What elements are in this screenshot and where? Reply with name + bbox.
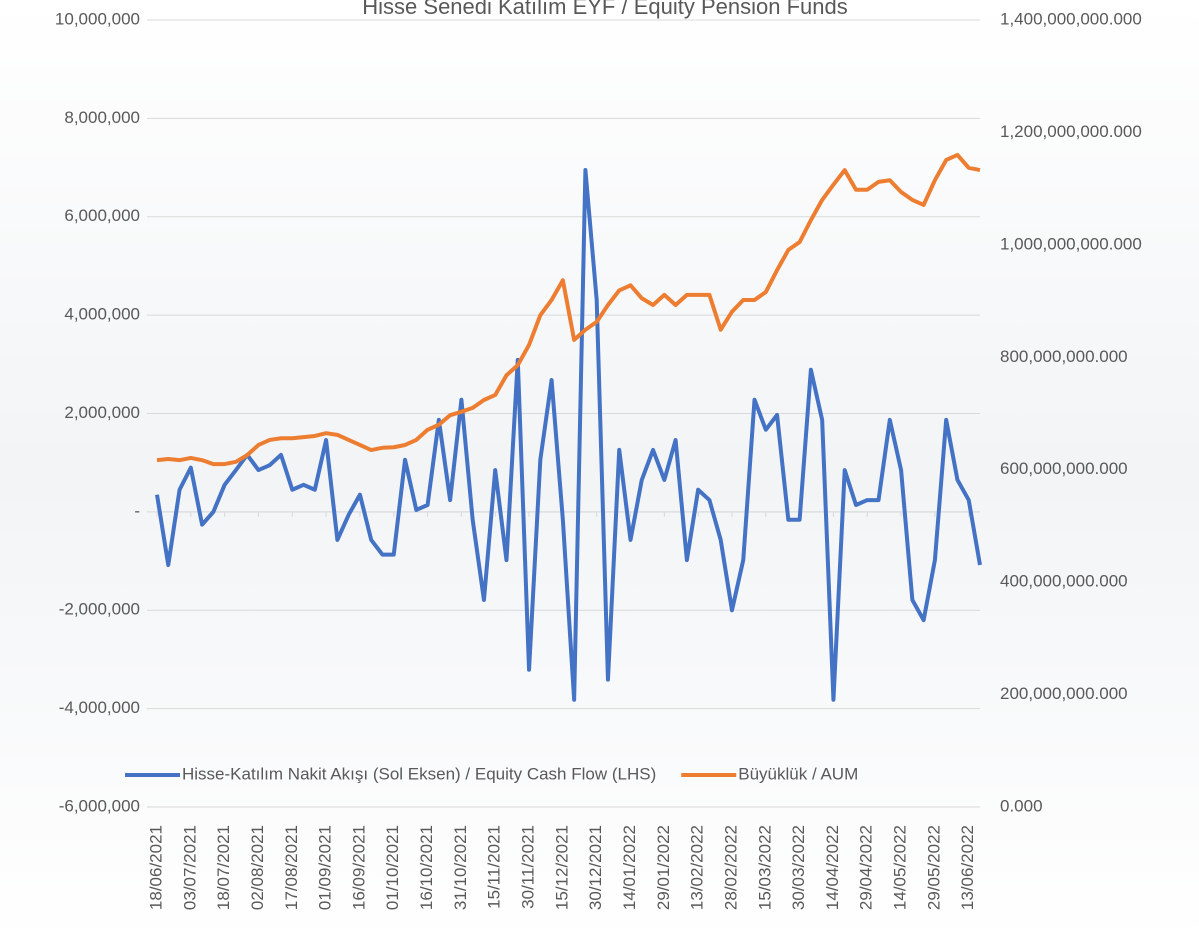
x-tick-label: 29/05/2022 [924, 825, 943, 910]
y-tick-label: - [134, 501, 140, 520]
y-tick-label: 2,000,000 [64, 403, 140, 422]
x-tick-label: 14/05/2022 [891, 825, 910, 910]
x-tick-label: 14/04/2022 [823, 825, 842, 910]
y2-tick-label: 800,000,000.000 [1000, 347, 1128, 366]
y-tick-label: 10,000,000 [55, 9, 140, 28]
chart-title: Hisse Senedi Katılım EYF / Equity Pensio… [362, 0, 847, 19]
y2-tick-label: 200,000,000.000 [1000, 684, 1128, 703]
x-tick-label: 13/06/2022 [958, 825, 977, 910]
x-tick-label: 28/02/2022 [721, 825, 740, 910]
x-tick-label: 13/02/2022 [688, 825, 707, 910]
y2-tick-label: 1,200,000,000.000 [1000, 122, 1142, 141]
y-tick-label: 4,000,000 [64, 305, 140, 324]
y2-tick-label: 1,000,000,000.000 [1000, 234, 1142, 253]
x-tick-label: 17/08/2021 [282, 825, 301, 910]
y-tick-label: 6,000,000 [64, 206, 140, 225]
x-tick-label: 18/07/2021 [214, 825, 233, 910]
x-tick-label: 14/01/2022 [620, 825, 639, 910]
x-tick-label: 31/10/2021 [451, 825, 470, 910]
x-tick-label: 16/10/2021 [417, 825, 436, 910]
y-tick-label: -4,000,000 [59, 698, 140, 717]
y2-tick-label: 1,400,000,000.000 [1000, 9, 1142, 28]
x-tick-label: 15/03/2022 [755, 825, 774, 910]
x-tick-label: 01/10/2021 [383, 825, 402, 910]
x-tick-label: 15/11/2021 [485, 825, 504, 909]
x-tick-label: 18/06/2021 [146, 825, 165, 910]
x-tick-label: 30/12/2021 [586, 825, 605, 910]
x-tick-label: 02/08/2021 [248, 825, 267, 910]
x-tick-label: 30/03/2022 [789, 825, 808, 910]
x-tick-label: 03/07/2021 [180, 825, 199, 910]
x-tick-label: 29/01/2022 [654, 825, 673, 910]
legend-label: Büyüklük / AUM [738, 764, 858, 783]
y2-tick-label: 400,000,000.000 [1000, 572, 1128, 591]
y-tick-label: 8,000,000 [64, 108, 140, 127]
y2-tick-label: 0.000 [1000, 796, 1043, 815]
y-tick-label: -2,000,000 [59, 600, 140, 619]
x-tick-label: 01/09/2021 [316, 825, 335, 910]
legend-label: Hisse-Katılım Nakit Akışı (Sol Eksen) / … [182, 764, 656, 783]
chart: Hisse Senedi Katılım EYF / Equity Pensio… [0, 0, 1199, 944]
x-tick-label: 16/09/2021 [349, 825, 368, 910]
x-tick-label: 29/04/2022 [857, 825, 876, 910]
x-tick-label: 30/11/2021 [519, 825, 538, 909]
y2-tick-label: 600,000,000.000 [1000, 459, 1128, 478]
y-tick-label: -6,000,000 [59, 796, 140, 815]
x-tick-label: 15/12/2021 [552, 825, 571, 910]
